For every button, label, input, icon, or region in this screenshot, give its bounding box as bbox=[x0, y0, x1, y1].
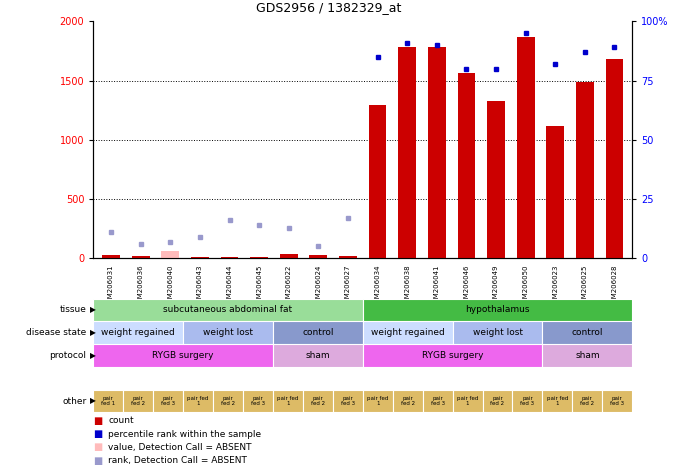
Bar bbox=[310, 255, 328, 258]
Text: percentile rank within the sample: percentile rank within the sample bbox=[108, 430, 262, 438]
Bar bbox=[542, 344, 632, 367]
Text: pair
fed 2: pair fed 2 bbox=[580, 396, 594, 406]
Bar bbox=[102, 255, 120, 258]
Text: control: control bbox=[571, 328, 603, 337]
Text: RYGB surgery: RYGB surgery bbox=[422, 351, 484, 360]
Bar bbox=[428, 47, 446, 258]
Text: disease state: disease state bbox=[26, 328, 86, 337]
Bar bbox=[153, 390, 183, 412]
Text: hypothalamus: hypothalamus bbox=[465, 306, 530, 314]
Bar bbox=[603, 390, 632, 412]
Bar bbox=[482, 390, 513, 412]
Bar bbox=[213, 390, 243, 412]
Bar bbox=[273, 344, 363, 367]
Bar bbox=[576, 82, 594, 258]
Bar bbox=[339, 256, 357, 258]
Text: weight regained: weight regained bbox=[102, 328, 175, 337]
Text: pair
fed 3: pair fed 3 bbox=[161, 396, 176, 406]
Text: pair
fed 3: pair fed 3 bbox=[520, 396, 535, 406]
Bar bbox=[183, 390, 213, 412]
Text: ▶: ▶ bbox=[90, 351, 96, 360]
Bar bbox=[93, 390, 123, 412]
Bar bbox=[605, 59, 623, 258]
Bar bbox=[363, 321, 453, 344]
Bar bbox=[572, 390, 603, 412]
Text: pair
fed 2: pair fed 2 bbox=[491, 396, 504, 406]
Text: pair fed
1: pair fed 1 bbox=[277, 396, 299, 406]
Bar bbox=[513, 390, 542, 412]
Text: subcutaneous abdominal fat: subcutaneous abdominal fat bbox=[164, 306, 292, 314]
Text: weight regained: weight regained bbox=[371, 328, 444, 337]
Bar bbox=[333, 390, 363, 412]
Bar bbox=[517, 37, 535, 258]
Bar bbox=[93, 299, 363, 321]
Bar bbox=[453, 390, 482, 412]
Text: weight lost: weight lost bbox=[203, 328, 253, 337]
Text: GDS2956 / 1382329_at: GDS2956 / 1382329_at bbox=[256, 1, 401, 14]
Text: tissue: tissue bbox=[59, 306, 86, 314]
Bar bbox=[191, 257, 209, 258]
Bar bbox=[398, 47, 416, 258]
Bar bbox=[542, 390, 572, 412]
Bar bbox=[93, 321, 183, 344]
Text: ■: ■ bbox=[93, 416, 102, 426]
Bar bbox=[457, 73, 475, 258]
Bar bbox=[183, 321, 273, 344]
Text: other: other bbox=[62, 397, 86, 405]
Text: ■: ■ bbox=[93, 442, 102, 453]
Text: value, Detection Call = ABSENT: value, Detection Call = ABSENT bbox=[108, 443, 252, 452]
Bar bbox=[487, 101, 505, 258]
Bar bbox=[93, 344, 273, 367]
Bar bbox=[273, 321, 363, 344]
Bar bbox=[303, 390, 333, 412]
Text: ▶: ▶ bbox=[90, 397, 96, 405]
Text: ▶: ▶ bbox=[90, 306, 96, 314]
Bar bbox=[363, 299, 632, 321]
Bar bbox=[542, 321, 632, 344]
Bar bbox=[280, 254, 298, 258]
Text: count: count bbox=[108, 417, 134, 425]
Bar bbox=[243, 390, 273, 412]
Bar bbox=[132, 256, 149, 258]
Text: pair fed
1: pair fed 1 bbox=[457, 396, 478, 406]
Text: pair fed
1: pair fed 1 bbox=[367, 396, 388, 406]
Bar bbox=[123, 390, 153, 412]
Text: weight lost: weight lost bbox=[473, 328, 522, 337]
Bar bbox=[250, 257, 268, 258]
Text: rank, Detection Call = ABSENT: rank, Detection Call = ABSENT bbox=[108, 456, 247, 465]
Text: pair
fed 2: pair fed 2 bbox=[131, 396, 145, 406]
Text: pair
fed 3: pair fed 3 bbox=[251, 396, 265, 406]
Bar bbox=[363, 344, 542, 367]
Text: RYGB surgery: RYGB surgery bbox=[152, 351, 214, 360]
Text: control: control bbox=[302, 328, 334, 337]
Text: ■: ■ bbox=[93, 456, 102, 466]
Text: ■: ■ bbox=[93, 429, 102, 439]
Text: sham: sham bbox=[575, 351, 600, 360]
Text: sham: sham bbox=[305, 351, 330, 360]
Text: pair
fed 2: pair fed 2 bbox=[401, 396, 415, 406]
Text: ▶: ▶ bbox=[90, 328, 96, 337]
Text: pair
fed 2: pair fed 2 bbox=[311, 396, 325, 406]
Bar bbox=[369, 106, 386, 258]
Bar bbox=[453, 321, 542, 344]
Text: pair fed
1: pair fed 1 bbox=[547, 396, 568, 406]
Bar bbox=[392, 390, 423, 412]
Text: pair
fed 2: pair fed 2 bbox=[221, 396, 235, 406]
Bar bbox=[547, 126, 564, 258]
Text: pair
fed 3: pair fed 3 bbox=[430, 396, 445, 406]
Bar bbox=[273, 390, 303, 412]
Bar bbox=[162, 251, 179, 258]
Text: pair
fed 3: pair fed 3 bbox=[341, 396, 355, 406]
Text: pair
fed 3: pair fed 3 bbox=[610, 396, 625, 406]
Bar bbox=[423, 390, 453, 412]
Text: protocol: protocol bbox=[49, 351, 86, 360]
Bar bbox=[220, 256, 238, 258]
Bar bbox=[363, 390, 392, 412]
Text: pair
fed 1: pair fed 1 bbox=[101, 396, 115, 406]
Text: pair fed
1: pair fed 1 bbox=[187, 396, 209, 406]
